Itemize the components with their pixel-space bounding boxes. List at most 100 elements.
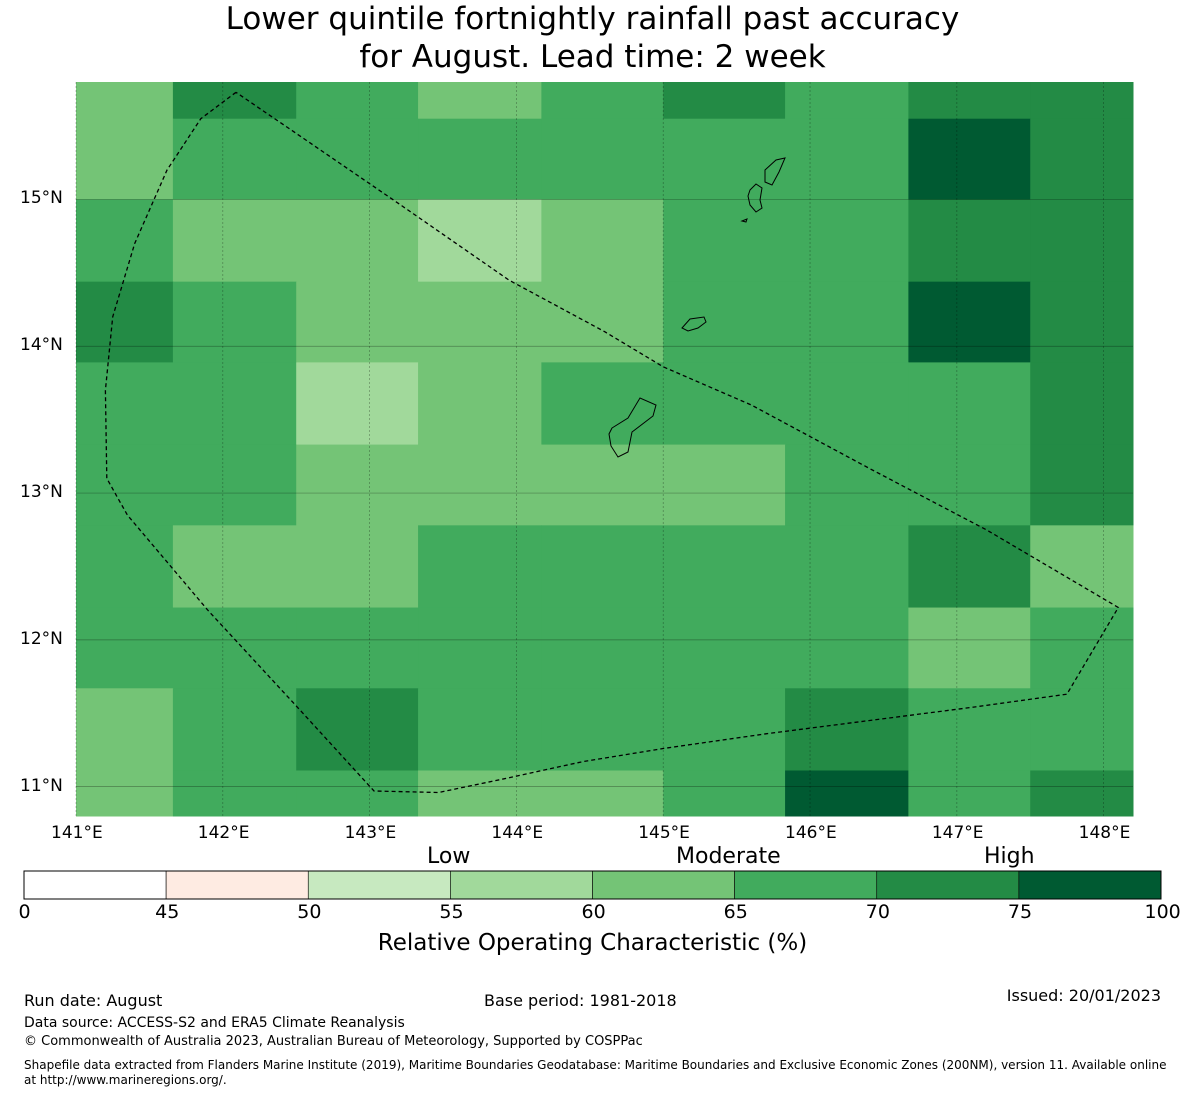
category-high-label: High — [984, 844, 1035, 869]
island-outline — [681, 316, 707, 332]
heatmap-cell — [76, 199, 174, 283]
colorbar-segment — [307, 870, 451, 900]
eez-boundary-line — [104, 91, 1120, 794]
heatmap-cell — [663, 525, 786, 609]
heatmap-cell — [296, 362, 419, 446]
chart-title: Lower quintile fortnightly rainfall past… — [0, 0, 1185, 76]
heatmap-cell — [418, 688, 542, 771]
colorbar-segment — [734, 870, 878, 900]
heatmap-cell — [908, 607, 1031, 689]
heatmap-cell — [785, 525, 909, 609]
heatmap-cell — [296, 118, 419, 200]
heatmap-cell — [785, 118, 909, 200]
x-tick-label: 145°E — [638, 823, 690, 843]
y-tick-label: 14°N — [20, 335, 63, 356]
heatmap-cell — [908, 444, 1031, 526]
heatmap-cell — [76, 607, 174, 689]
heatmap-cell — [296, 688, 419, 771]
issued-date-text: Issued: 20/01/2023 — [1006, 986, 1161, 1005]
title-line-2: for August. Lead time: 2 week — [359, 39, 826, 75]
heatmap-cell — [785, 444, 909, 526]
heatmap-cell — [541, 444, 664, 526]
heatmap-cell — [296, 281, 419, 363]
heatmap-cell — [1030, 82, 1134, 120]
colorbar-outline — [23, 870, 1162, 900]
colorbar-tick-label: 50 — [297, 901, 322, 923]
colorbar-tick-label: 100 — [1144, 901, 1181, 923]
heatmap-cell — [76, 118, 174, 200]
heatmap-cell — [418, 199, 542, 283]
heatmap-cell — [785, 199, 909, 283]
heatmap-cell — [663, 444, 786, 526]
colorbar-tick-label: 45 — [155, 901, 180, 923]
heatmap-cell — [663, 82, 786, 120]
heatmap-cell — [1030, 444, 1134, 526]
base-period-text: Base period: 1981-2018 — [484, 991, 677, 1010]
heatmap-cell — [1030, 281, 1134, 363]
heatmap-cell — [908, 199, 1031, 283]
heatmap-cell — [663, 281, 786, 363]
heatmap-cell — [418, 444, 542, 526]
heatmap-cell — [172, 525, 297, 609]
heatmap-cell — [541, 362, 664, 446]
heatmap-cell — [418, 82, 542, 120]
x-tick-label: 144°E — [491, 823, 544, 843]
x-tick-label: 148°E — [1078, 823, 1131, 843]
heatmap-cell — [785, 82, 909, 120]
heatmap-cell — [418, 525, 542, 609]
heatmap-cell — [1030, 362, 1134, 446]
data-source-text: Data source: ACCESS-S2 and ERA5 Climate … — [24, 1015, 405, 1031]
heatmap-cell — [172, 281, 297, 363]
heatmap-cell — [296, 770, 419, 817]
colorbar-axis-label: Relative Operating Characteristic (%) — [377, 930, 808, 956]
shapefile-credit-line-2: at http://www.marineregions.org/. — [24, 1073, 227, 1087]
copyright-text: © Commonwealth of Australia 2023, Austra… — [24, 1034, 643, 1049]
heatmap-cells — [76, 82, 1134, 817]
heatmap-cell — [785, 362, 909, 446]
heatmap-cell — [76, 770, 174, 817]
colorbar-tick-label: 55 — [439, 901, 464, 923]
heatmap-cell — [296, 444, 419, 526]
heatmap-cell — [1030, 525, 1134, 609]
category-low-label: Low — [427, 844, 471, 869]
heatmap-cell — [296, 82, 419, 120]
colorbar-segment — [592, 870, 735, 900]
heatmap-cell — [1030, 688, 1134, 771]
heatmap-cell — [296, 607, 419, 689]
colorbar-tick-label: 0 — [18, 901, 31, 923]
heatmap-cell — [908, 362, 1031, 446]
heatmap-cell — [785, 770, 909, 817]
heatmap-cell — [76, 362, 174, 446]
heatmap-cell — [172, 444, 297, 526]
heatmap-cell — [785, 281, 909, 363]
colorbar-segment — [23, 870, 167, 900]
heatmap-cell — [296, 199, 419, 283]
island-outline — [764, 157, 786, 186]
heatmap-cell — [1030, 199, 1134, 283]
heatmap-cell — [418, 362, 542, 446]
title-line-1: Lower quintile fortnightly rainfall past… — [225, 1, 960, 37]
colorbar-segment — [450, 870, 593, 900]
heatmap-cell — [172, 688, 297, 771]
heatmap-cell — [663, 199, 786, 283]
heatmap-cell — [908, 281, 1031, 363]
y-tick-label: 11°N — [20, 775, 63, 796]
heatmap-cell — [172, 82, 297, 120]
category-moderate-label: Moderate — [676, 844, 781, 869]
heatmap-cell — [172, 118, 297, 200]
heatmap-cell — [76, 444, 174, 526]
heatmap-cell — [76, 281, 174, 363]
heatmap-cell — [172, 362, 297, 446]
y-tick-label: 13°N — [20, 482, 63, 503]
island-outlines — [608, 157, 786, 458]
island-outline — [740, 218, 748, 223]
colorbar-tick-label: 75 — [1007, 901, 1033, 923]
heatmap-cell — [418, 281, 542, 363]
heatmap-cell — [785, 688, 909, 771]
heatmap-cell — [663, 770, 786, 817]
x-tick-label: 147°E — [931, 823, 984, 843]
heatmap-cell — [908, 525, 1031, 609]
heatmap-cell — [172, 607, 297, 689]
colorbar-tick-label: 60 — [581, 901, 606, 923]
heatmap-cell — [1030, 770, 1134, 817]
